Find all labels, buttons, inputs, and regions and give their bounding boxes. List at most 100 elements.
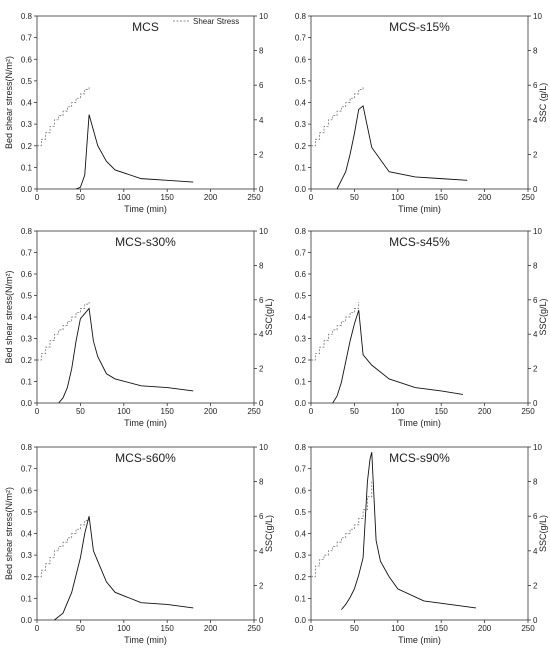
panel-6-left-tick-label: 0.5: [295, 508, 307, 517]
panel-6-x-tick-label: 100: [391, 624, 405, 633]
panel-2-right-axis-label: SSC (g/L): [538, 83, 548, 123]
panel-6-shear-stress-line: [311, 481, 373, 578]
panel-5-ssc-line: [54, 516, 194, 621]
panel-5-left-tick-label: 0.1: [21, 594, 33, 603]
panel-3-left-tick-label: 0.1: [21, 378, 33, 387]
panel-4-left-tick-label: 0.0: [295, 399, 307, 408]
panel-5-left-tick-label: 0.3: [21, 551, 33, 560]
panel-3-right-tick-label: 10: [259, 227, 268, 236]
panel-6-x-tick-label: 200: [478, 624, 492, 633]
panel-1-right-tick-label: 0: [259, 185, 264, 194]
panel-1-right-tick-label: 8: [259, 47, 264, 56]
panel-5-left-tick-label: 0.5: [21, 508, 33, 517]
panel-2-left-tick-label: 0.0: [295, 185, 307, 194]
panel-2-left-tick-label: 0.6: [295, 55, 307, 64]
panel-1-left-tick-label: 0.8: [21, 12, 33, 21]
panel-2-x-tick-label: 150: [435, 193, 449, 202]
panel-4-right-tick-label: 6: [533, 296, 538, 305]
panel-4-x-tick-label: 250: [521, 407, 535, 416]
panel-1-x-axis-label: Time (min): [124, 204, 167, 214]
panel-1-left-axis-label: Bed shear stress(N/m²): [4, 56, 14, 149]
panel-3-right-tick-label: 0: [259, 399, 264, 408]
panel-2-x-tick-label: 250: [521, 193, 535, 202]
panel-6-left-tick-label: 0.2: [295, 573, 307, 582]
panel-4-right-tick-label: 0: [533, 399, 538, 408]
panel-2-shear-stress-line: [311, 87, 364, 147]
panel-2-x-tick-label: 50: [350, 193, 359, 202]
panel-5-right-tick-label: 2: [259, 581, 264, 590]
panel-1-right-tick-label: 6: [259, 81, 264, 90]
panel-6-left-tick-label: 0.4: [295, 530, 307, 539]
panel-1-right-tick-label: 4: [259, 116, 264, 125]
panel-3-x-tick-label: 250: [247, 407, 261, 416]
panel-5-right-axis-label: SSC(g/L): [264, 515, 274, 552]
panel-3-x-tick-label: 150: [161, 407, 175, 416]
panel-4-left-tick-label: 0.3: [295, 335, 307, 344]
panel-2-left-tick-label: 0.5: [295, 77, 307, 86]
panel-5-x-tick-label: 150: [161, 624, 175, 633]
panel-6-ssc-line: [341, 452, 476, 610]
panel-6-frame: [310, 446, 529, 621]
panel-5-x-tick-label: 100: [117, 624, 131, 633]
panel-5-x-tick-label: 250: [247, 624, 261, 633]
panel-4-x-axis-label: Time (min): [398, 418, 441, 428]
panel-2-frame: [310, 15, 529, 190]
panel-4-x-tick-label: 50: [350, 407, 359, 416]
panel-6-x-axis-label: Time (min): [398, 635, 441, 645]
panel-6-left-tick-label: 0.0: [295, 616, 307, 625]
panel-3-x-tick-label: 0: [35, 407, 40, 416]
panel-4-right-axis-label: SSC(g/L): [538, 298, 548, 335]
panel-3-x-tick-label: 50: [76, 407, 85, 416]
panel-6-title: MCS-s90%: [389, 451, 450, 465]
panel-4-x-tick-label: 150: [435, 407, 449, 416]
panel-2-left-tick-label: 0.3: [295, 120, 307, 129]
panel-2-x-tick-label: 100: [391, 193, 405, 202]
panel-4-left-tick-label: 0.7: [295, 249, 307, 258]
panel-3-x-tick-label: 100: [117, 407, 131, 416]
panel-2-right-tick-label: 4: [533, 116, 538, 125]
panel-5-title: MCS-s60%: [115, 451, 176, 465]
panel-3-left-tick-label: 0.8: [21, 227, 33, 236]
panel-1-x-tick-label: 150: [161, 193, 175, 202]
panel-1-left-tick-label: 0.3: [21, 120, 33, 129]
panel-3-right-tick-label: 6: [259, 296, 264, 305]
panel-2-title: MCS-s15%: [389, 20, 450, 34]
panel-5-left-tick-label: 0.4: [21, 530, 33, 539]
panel-1-x-tick-label: 250: [247, 193, 261, 202]
panel-1-shear-stress-line: [37, 87, 90, 147]
panel-1-left-tick-label: 0.0: [21, 185, 33, 194]
panel-1-left-tick-label: 0.2: [21, 142, 33, 151]
panel-1-frame: [36, 15, 255, 190]
panel-2-left-tick-label: 0.2: [295, 142, 307, 151]
panel-3-title: MCS-s30%: [115, 235, 176, 249]
panel-3-left-tick-label: 0.6: [21, 270, 33, 279]
panel-4-right-tick-label: 10: [533, 227, 542, 236]
panel-6-x-tick-label: 250: [521, 624, 535, 633]
panel-3-left-tick-label: 0.7: [21, 249, 33, 258]
panel-4-left-tick-label: 0.5: [295, 292, 307, 301]
panel-3-x-axis-label: Time (min): [124, 418, 167, 428]
panel-2-left-tick-label: 0.1: [295, 163, 307, 172]
panel-6-x-tick-label: 150: [435, 624, 449, 633]
panel-5-left-tick-label: 0.0: [21, 616, 33, 625]
panel-3-right-axis-label: SSC(g/L): [264, 298, 274, 335]
panel-4-x-tick-label: 0: [309, 407, 314, 416]
panel-5-frame: [36, 446, 255, 621]
panel-6-right-tick-label: 2: [533, 581, 538, 590]
panel-4-right-tick-label: 2: [533, 365, 538, 374]
panel-3-left-tick-label: 0.3: [21, 335, 33, 344]
panel-5-left-tick-label: 0.7: [21, 465, 33, 474]
panel-2-x-axis-label: Time (min): [398, 204, 441, 214]
panel-1-left-tick-label: 0.5: [21, 77, 33, 86]
panel-4-right-tick-label: 4: [533, 330, 538, 339]
panel-1-x-tick-label: 100: [117, 193, 131, 202]
panel-3-x-tick-label: 200: [204, 407, 218, 416]
panel-3-ssc-line: [58, 307, 194, 404]
panel-5-right-tick-label: 0: [259, 616, 264, 625]
panel-3-shear-stress-line: [37, 301, 90, 361]
panel-4-title: MCS-s45%: [389, 235, 450, 249]
panel-1-left-tick-label: 0.7: [21, 34, 33, 43]
panel-6-right-axis-label: SSC(g/L): [538, 515, 548, 552]
panel-5-shear-stress-line: [37, 516, 90, 578]
panel-2-right-tick-label: 0: [533, 185, 538, 194]
